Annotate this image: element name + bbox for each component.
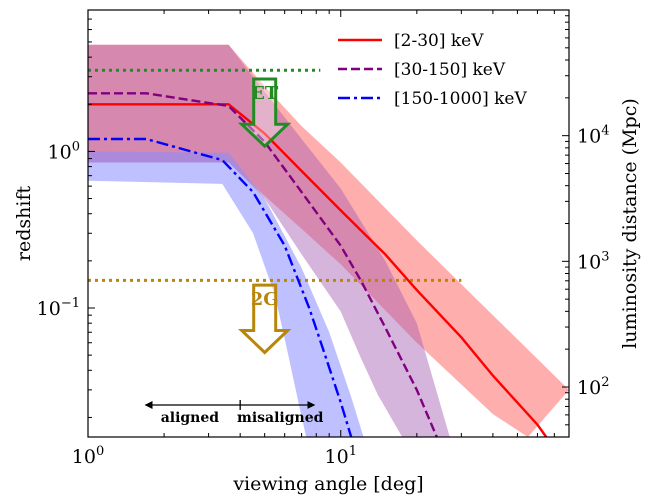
legend-label-1: [30-150] keV [394,60,506,80]
y2-tick-label: 102 [577,375,609,399]
marker-label-ET: ET [251,83,279,104]
y2-axis-title: luminosity distance (Mpc) [619,98,641,349]
band-1 [88,44,450,437]
y-axis-title: redshift [13,186,35,262]
y2-tick-label: 103 [577,249,609,273]
legend-label-2: [150-1000] keV [394,89,527,109]
legend-label-0: [2-30] keV [394,31,484,51]
annotation-label-0: aligned [161,410,220,426]
marker-label-2G: 2G [251,289,279,310]
axes: 100 101 10−1 100 102 103 104 [37,9,609,468]
series-line-1 [88,92,438,437]
marker-arrow-ET [237,77,292,149]
x-tick-label: 101 [325,444,357,468]
x-tick-label: 100 [72,444,104,468]
y-tick-label: 100 [48,139,80,163]
series-line-2 [88,137,353,437]
alignment-annotations: aligned misaligned [144,400,324,426]
band-2 [88,151,364,437]
band-0 [88,44,569,437]
y2-tick-label: 104 [577,124,609,148]
y-tick-label: 10−1 [37,296,80,320]
legend: [2-30] keV [30-150] keV [150-1000] keV [338,31,527,109]
x-axis-title: viewing angle [deg] [232,473,423,495]
detector-markers: ET 2G [237,77,292,355]
confidence-bands [88,44,569,437]
marker-arrow-2G [237,283,292,355]
annotation-label-1: misaligned [237,410,324,426]
